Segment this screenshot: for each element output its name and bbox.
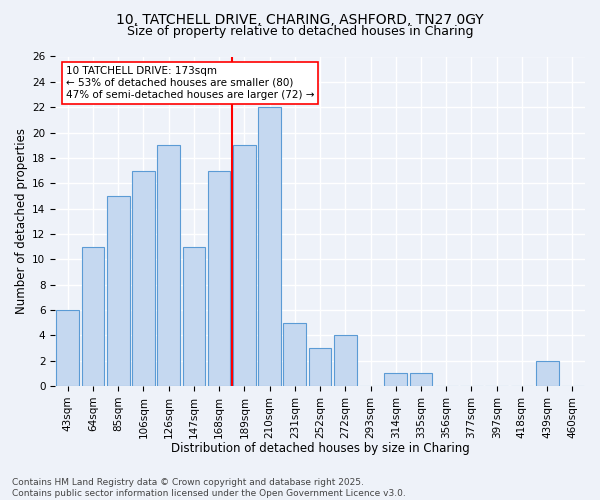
Bar	[208, 170, 230, 386]
Bar	[107, 196, 130, 386]
Text: 10 TATCHELL DRIVE: 173sqm
← 53% of detached houses are smaller (80)
47% of semi-: 10 TATCHELL DRIVE: 173sqm ← 53% of detac…	[66, 66, 314, 100]
Bar	[82, 246, 104, 386]
Text: Size of property relative to detached houses in Charing: Size of property relative to detached ho…	[127, 24, 473, 38]
Bar	[334, 336, 356, 386]
Bar	[283, 322, 306, 386]
Text: 10, TATCHELL DRIVE, CHARING, ASHFORD, TN27 0GY: 10, TATCHELL DRIVE, CHARING, ASHFORD, TN…	[116, 12, 484, 26]
Y-axis label: Number of detached properties: Number of detached properties	[15, 128, 28, 314]
Bar	[410, 374, 433, 386]
Bar	[258, 107, 281, 386]
Bar	[309, 348, 331, 386]
Bar	[536, 360, 559, 386]
Bar	[385, 374, 407, 386]
Bar	[132, 170, 155, 386]
Bar	[157, 145, 180, 386]
Text: Contains HM Land Registry data © Crown copyright and database right 2025.
Contai: Contains HM Land Registry data © Crown c…	[12, 478, 406, 498]
Bar	[56, 310, 79, 386]
Bar	[182, 246, 205, 386]
X-axis label: Distribution of detached houses by size in Charing: Distribution of detached houses by size …	[170, 442, 469, 455]
Bar	[233, 145, 256, 386]
